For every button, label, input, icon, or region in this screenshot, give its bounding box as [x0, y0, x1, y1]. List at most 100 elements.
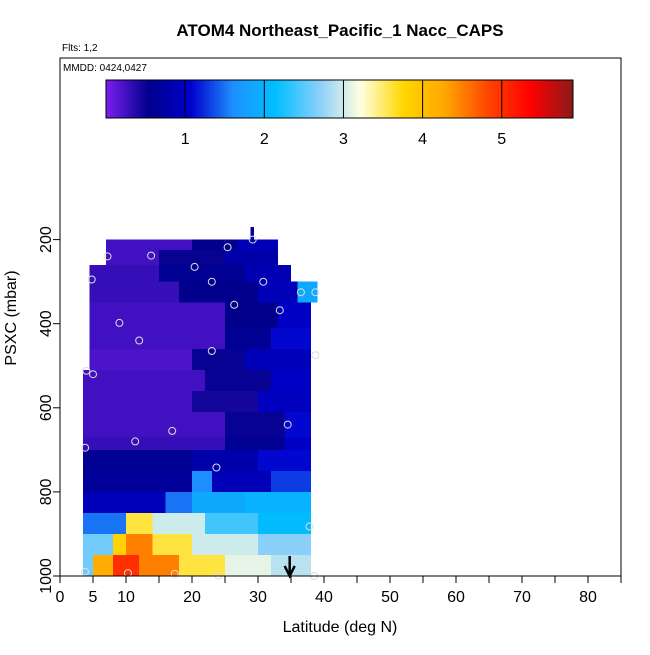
colorbar-segment — [259, 80, 263, 118]
colorbar-segment — [107, 80, 111, 118]
colorbar-segment — [467, 80, 471, 118]
colorbar-segment — [214, 80, 218, 118]
sample-point — [168, 426, 177, 435]
colorbar-segment — [162, 80, 165, 118]
colorbar-segment — [218, 80, 222, 118]
colorbar-segment — [312, 80, 315, 118]
colorbar-segment — [537, 80, 541, 118]
colorbar-segment — [536, 80, 539, 118]
colorbar-segment — [152, 80, 156, 118]
colorbar-segment — [327, 80, 331, 118]
colorbar-segment — [388, 80, 391, 118]
heatmap-cell — [192, 348, 245, 370]
sample-point — [82, 366, 91, 375]
colorbar-segment — [139, 80, 142, 118]
colorbar-segment — [111, 80, 115, 118]
colorbar-segment — [113, 80, 117, 118]
colorbar-segment — [510, 80, 514, 118]
colorbar-segment — [158, 80, 162, 118]
colorbar-segment — [302, 80, 306, 118]
heatmap-cell — [112, 534, 126, 555]
sample-point — [87, 275, 96, 284]
colorbar-segment — [372, 80, 376, 118]
colorbar-segment — [275, 80, 278, 118]
x-tick-label: 60 — [447, 589, 465, 606]
heatmap-cell — [211, 470, 272, 492]
colorbar-segment — [549, 80, 553, 118]
colorbar-segment — [567, 80, 570, 118]
sample-point — [207, 347, 216, 355]
colorbar-segment — [551, 80, 555, 118]
colorbar-segment — [547, 80, 551, 118]
colorbar-segment — [425, 80, 428, 118]
colorbar-segment — [141, 80, 144, 118]
colorbar-segment — [382, 80, 385, 118]
colorbar-segment — [181, 80, 185, 118]
colorbar-segment — [471, 80, 475, 118]
colorbar-segment — [495, 80, 498, 118]
colorbar-segment — [292, 80, 296, 118]
colorbar-segment — [146, 80, 150, 118]
heatmap-cell — [258, 281, 298, 303]
colorbar-segment — [483, 80, 487, 118]
colorbar-segment — [211, 80, 214, 118]
colorbar-segment — [427, 80, 430, 118]
colorbar-segment — [493, 80, 496, 118]
colorbar-segment — [257, 80, 261, 118]
colorbar-segment — [137, 80, 140, 118]
colorbar-segment — [306, 80, 309, 118]
colorbar-segment — [417, 80, 420, 118]
colorbar-segment — [442, 80, 446, 118]
colorbar-segment — [277, 80, 280, 118]
colorbar-segment — [261, 80, 265, 118]
colorbar-segment — [499, 80, 502, 118]
colorbar-segment — [524, 80, 527, 118]
colorbar-segment — [285, 80, 288, 118]
heatmap-cell — [271, 470, 311, 492]
colorbar-segment — [429, 80, 432, 118]
colorbar: 1 2 3 4 5 — [105, 79, 574, 148]
colorbar-segment — [174, 80, 177, 118]
y-tick-label: 800 — [38, 478, 55, 505]
sample-point — [115, 318, 124, 327]
colorbar-segment — [228, 80, 232, 118]
colorbar-segment — [357, 80, 360, 118]
colorbar-segment — [224, 80, 228, 118]
heatmap-cell — [225, 302, 278, 328]
colorbar-segment — [216, 80, 220, 118]
heatmap-cell — [192, 534, 258, 555]
colorbar-segment — [271, 80, 274, 118]
heatmap-cell — [126, 512, 153, 534]
colorbar-segment — [135, 80, 138, 118]
colorbar-segment — [475, 80, 479, 118]
colorbar-segment — [125, 80, 129, 118]
colorbar-segment — [148, 80, 152, 118]
colorbar-segment — [337, 80, 341, 118]
colorbar-segment — [178, 80, 181, 118]
colorbar-segment — [191, 80, 195, 118]
sample-point — [207, 277, 216, 286]
colorbar-segment — [508, 80, 512, 118]
heatmap-cell — [83, 555, 93, 576]
sample-point — [135, 336, 144, 345]
colorbar-segment — [244, 80, 247, 118]
colorbar-segment — [397, 80, 401, 118]
y-tick-label: 1000 — [38, 558, 55, 594]
x-axis: 0 5 10 20 30 40 50 60 70 80 — [56, 575, 622, 606]
colorbar-segment — [195, 80, 199, 118]
colorbar-segment — [168, 80, 171, 118]
colorbar-segment — [222, 80, 226, 118]
colorbar-segment — [380, 80, 383, 118]
colorbar-segment — [170, 80, 173, 118]
colorbar-segment — [314, 80, 317, 118]
colorbar-segment — [117, 80, 121, 118]
colorbar-segment — [504, 80, 508, 118]
heatmap-cell — [178, 281, 258, 303]
colorbar-segment — [355, 80, 358, 118]
colorbar-segment — [491, 80, 494, 118]
heatmap-cell — [89, 302, 225, 328]
colorbar-tick-label: 1 — [181, 131, 190, 148]
heatmap-cell — [106, 239, 192, 251]
colorbar-segment — [458, 80, 461, 118]
